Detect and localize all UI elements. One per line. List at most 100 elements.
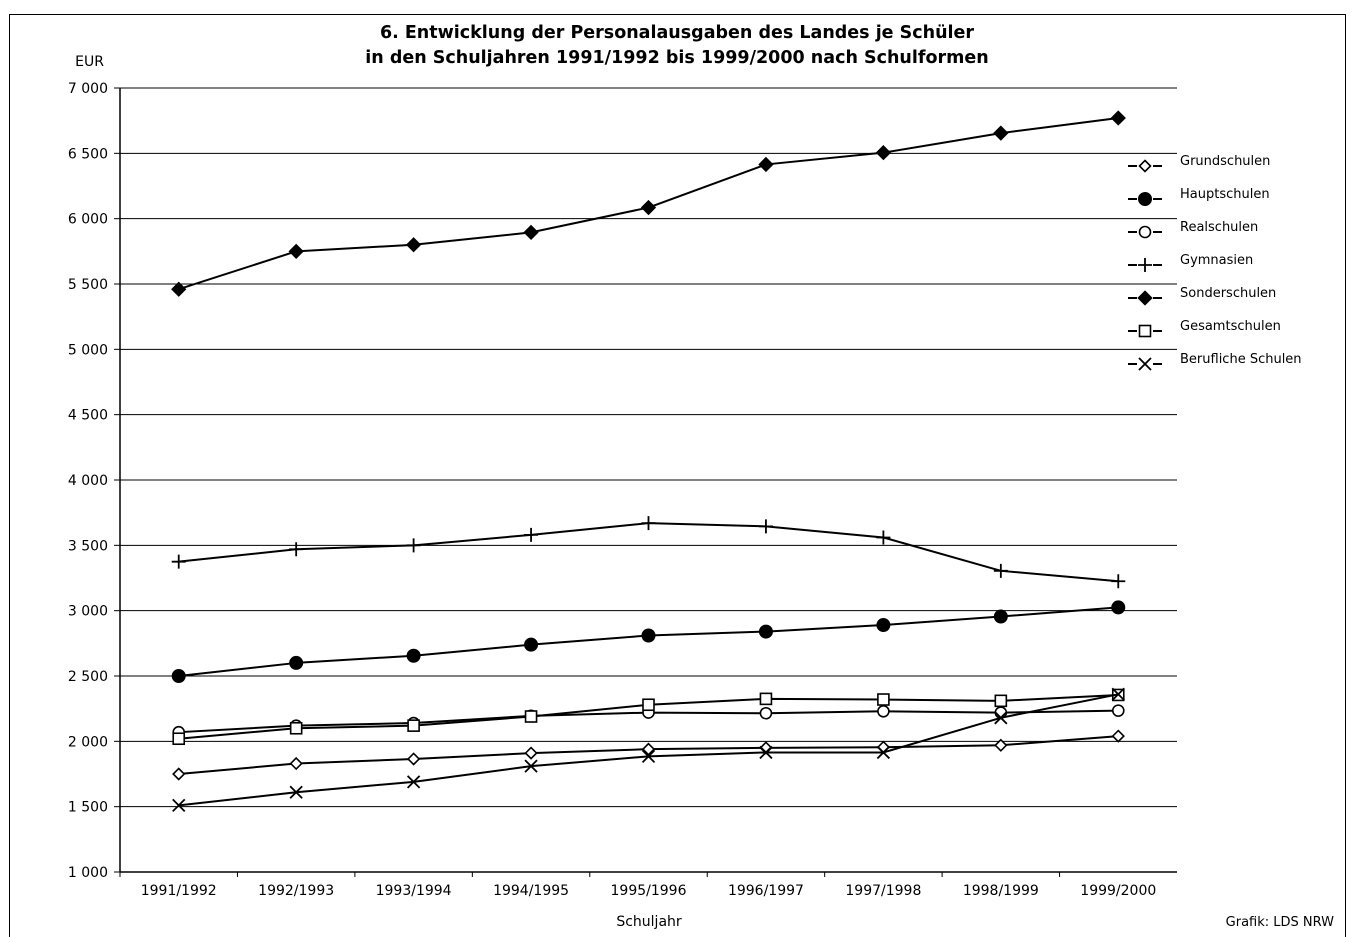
x-tick-label: 1998/1999 (963, 883, 1039, 899)
data-point (406, 775, 421, 789)
y-tick-label: 4 500 (68, 408, 108, 424)
series-grundschulen (172, 729, 1125, 781)
legend-item: Hauptschulen (1128, 187, 1270, 207)
chart-title: 6. Entwicklung der Personalausgaben des … (365, 23, 988, 68)
data-point (759, 745, 773, 760)
series-hauptschulen (171, 600, 1126, 683)
x-tick-label: 1997/1998 (845, 883, 921, 899)
legend-label: Gesamtschulen (1180, 319, 1281, 334)
y-tick-label: 1 000 (68, 865, 108, 881)
legend-label: Berufliche Schulen (1180, 352, 1302, 367)
x-tick-label: 1994/1995 (493, 883, 569, 899)
data-point (1111, 687, 1125, 701)
data-point (759, 706, 773, 720)
data-point (289, 785, 303, 799)
data-point (1137, 290, 1153, 306)
legend-label: Sonderschulen (1180, 286, 1276, 301)
y-tick-label: 7 000 (68, 81, 108, 97)
x-tick-label: 1992/1993 (258, 883, 334, 899)
data-point (993, 609, 1008, 624)
data-point (289, 756, 303, 771)
data-point (405, 237, 422, 253)
data-point (641, 516, 656, 531)
data-point (172, 798, 186, 812)
y-tick-label: 6 500 (68, 146, 108, 162)
axes (119, 88, 1177, 877)
legend-item: Sonderschulen (1128, 286, 1276, 306)
series-berufliche-schulen (172, 687, 1125, 812)
data-point (406, 752, 421, 766)
x-tick-label: 1995/1996 (611, 883, 687, 899)
data-point (1138, 357, 1152, 371)
legend-item: Gymnasien (1128, 253, 1253, 273)
data-point (1110, 110, 1126, 126)
data-point (876, 618, 891, 633)
series-gesamtschulen (172, 688, 1125, 746)
data-point (524, 746, 538, 760)
data-point (759, 692, 773, 706)
y-tick-label: 3 500 (68, 538, 108, 554)
data-point (876, 530, 891, 545)
data-point (994, 711, 1008, 725)
data-point (640, 199, 657, 216)
legend-item: Berufliche Schulen (1128, 352, 1302, 372)
data-point (289, 655, 304, 670)
x-tick-labels: 1991/1992 1992/1993 1993/1994 1994/1995 1995… (141, 883, 1157, 899)
legend-label: Gymnasien (1180, 253, 1253, 268)
legend-item: Gesamtschulen (1128, 319, 1281, 339)
data-point (758, 156, 774, 173)
data-point (1138, 324, 1152, 338)
data-point (877, 693, 890, 706)
data-point (523, 224, 539, 241)
data-point (875, 145, 892, 161)
data-point (876, 745, 891, 760)
series-sonderschulen (171, 110, 1126, 297)
data-point (406, 538, 421, 553)
data-point (172, 732, 186, 746)
data-point (407, 719, 420, 732)
source-note: Grafik: LDS NRW (1226, 915, 1334, 930)
data-point (524, 637, 539, 652)
data-point (994, 738, 1008, 752)
data-point (289, 542, 304, 557)
x-axis-title: Schuljahr (616, 914, 682, 930)
y-tick-label: 5 000 (68, 342, 108, 358)
data-point (641, 749, 656, 763)
x-tick-label: 1999/2000 (1080, 883, 1156, 899)
series-group (171, 110, 1126, 812)
data-point (171, 281, 187, 297)
data-point (994, 694, 1008, 708)
y-tick-label: 4 000 (68, 473, 108, 489)
y-tick-label: 2 000 (68, 734, 108, 750)
legend-item: Realschulen (1128, 220, 1258, 240)
data-point (172, 767, 186, 781)
data-point (524, 710, 538, 723)
data-point (524, 527, 539, 542)
data-point (1138, 225, 1152, 239)
x-tick-label: 1991/1992 (141, 883, 217, 899)
data-point (758, 624, 773, 639)
data-point (993, 563, 1008, 578)
data-point (1138, 258, 1152, 272)
data-point (171, 668, 186, 683)
data-point (641, 628, 656, 643)
legend-label: Realschulen (1180, 220, 1258, 235)
data-point (1138, 192, 1153, 207)
series-gymnasien (171, 516, 1126, 589)
data-point (993, 125, 1009, 141)
data-point (641, 742, 656, 756)
y-tick-label: 6 000 (68, 212, 108, 228)
data-point (1111, 729, 1125, 743)
y-axis-unit-label: EUR (75, 54, 104, 70)
data-point (642, 698, 655, 712)
y-tick-labels: 1 000 1 500 2 000 2 500 3 000 3 500 4 000 4 500… (68, 81, 108, 881)
data-point (524, 759, 538, 773)
data-point (406, 648, 421, 663)
y-tick-label: 1 500 (68, 800, 108, 816)
legend-label: Grundschulen (1180, 154, 1270, 169)
data-point (1138, 159, 1152, 173)
data-point (1111, 704, 1125, 717)
y-tick-label: 2 500 (68, 669, 108, 685)
title-line-2: in den Schuljahren 1991/1992 bis 1999/20… (365, 48, 988, 68)
